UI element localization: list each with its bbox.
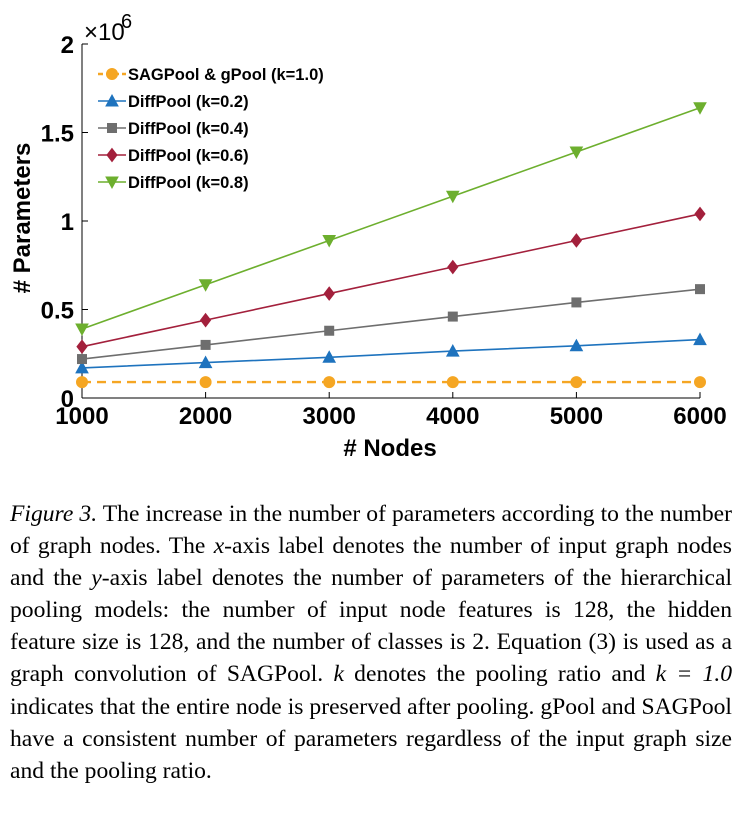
data-point xyxy=(75,360,89,374)
data-point xyxy=(570,376,583,389)
data-point xyxy=(445,344,460,357)
figure-caption: Figure 3. The increase in the number of … xyxy=(10,498,732,787)
data-point xyxy=(76,339,88,354)
y-tick-label: 1 xyxy=(61,209,74,236)
data-point xyxy=(198,355,213,369)
data-point xyxy=(322,234,337,248)
y-axis-label: # Parameters xyxy=(9,143,36,294)
x-tick-label: 3000 xyxy=(303,403,356,430)
data-point xyxy=(323,286,335,301)
data-point xyxy=(694,206,706,222)
caption-line-10: SAGPool. xyxy=(226,661,324,688)
caption-line-7: node features is 128, the hidden feature… xyxy=(10,597,732,656)
caption-line-1: The increase in the number of parameters… xyxy=(102,501,619,527)
data-point xyxy=(569,338,584,352)
y-tick-label: 0.5 xyxy=(41,298,74,325)
series-line xyxy=(81,213,701,348)
series-1 xyxy=(76,376,706,389)
legend-item: SAGPool & gPool (k=1.0) xyxy=(98,66,324,84)
data-point xyxy=(569,146,584,160)
x-axis-label: # Nodes xyxy=(343,435,436,462)
y-tick-label: 0 xyxy=(61,386,74,413)
data-point xyxy=(570,233,583,248)
data-point xyxy=(75,323,89,337)
series-3 xyxy=(77,284,705,365)
series-line xyxy=(81,338,701,369)
caption-line-13: the entire node is preserved after pooli… xyxy=(141,693,732,720)
data-point xyxy=(695,284,705,295)
caption-line-12: indicates that xyxy=(10,693,136,720)
data-point xyxy=(445,190,460,204)
legend-label: DiffPool (k=0.8) xyxy=(128,174,249,192)
caption-k-var: k xyxy=(333,661,344,688)
caption-k-eq: k = 1.0 xyxy=(655,661,733,688)
data-point xyxy=(693,102,707,115)
series-line xyxy=(81,106,701,330)
data-point xyxy=(76,376,88,389)
x-tick-label: 4000 xyxy=(426,403,479,430)
legend-item: DiffPool (k=0.2) xyxy=(98,93,249,111)
data-point xyxy=(447,259,459,275)
data-point xyxy=(105,176,119,190)
y-exponent-power: 6 xyxy=(121,11,132,33)
data-point xyxy=(198,279,213,292)
x-tick-label: 6000 xyxy=(673,403,726,430)
data-point xyxy=(324,325,335,336)
y-exponent-label: ×10 xyxy=(84,19,125,46)
caption-line-3: -axis label denotes the number xyxy=(224,533,522,560)
y-tick-label: 2 xyxy=(61,32,74,59)
caption-lead: Figure 3. xyxy=(10,501,98,527)
data-point xyxy=(199,312,212,328)
caption-line-6: parameters of the hierarchical pooling m… xyxy=(10,565,733,624)
series-2 xyxy=(75,332,707,374)
data-point xyxy=(200,339,211,350)
x-tick-label: 2000 xyxy=(179,403,232,430)
caption-y-var: y xyxy=(91,565,102,592)
caption-eq-ref[interactable]: 3 xyxy=(596,629,609,656)
legend-label: DiffPool (k=0.4) xyxy=(128,120,249,138)
caption-line-2: the number of graph nodes. The xyxy=(10,501,732,560)
y-tick-label: 1.5 xyxy=(41,121,74,148)
caption-line-9: ) is used as a graph convolution of xyxy=(10,629,732,688)
data-point xyxy=(446,376,459,389)
series-5 xyxy=(75,102,707,337)
caption-line-15: graph size and the pooling ratio. xyxy=(10,725,732,784)
legend-item: DiffPool (k=0.8) xyxy=(98,174,249,192)
legend-label: SAGPool & gPool (k=1.0) xyxy=(128,66,324,84)
caption-line-5: -axis label denotes the number of xyxy=(101,565,432,592)
caption-x-var: x xyxy=(213,533,225,560)
data-point xyxy=(323,376,336,389)
data-point xyxy=(77,354,87,365)
data-point xyxy=(322,350,337,363)
line-chart: 1000 2000 3000 4000 5000 6000 0 0.5 1 1.5 2 SAGPoo… xyxy=(9,11,727,462)
legend-item: DiffPool (k=0.6) xyxy=(98,147,249,165)
data-point xyxy=(447,311,458,322)
data-point xyxy=(106,68,118,80)
legend-label: DiffPool (k=0.2) xyxy=(128,93,249,111)
legend-label: DiffPool (k=0.6) xyxy=(128,147,249,165)
data-point xyxy=(694,376,706,389)
x-tick-label: 1000 xyxy=(55,403,108,430)
data-point xyxy=(199,376,212,389)
caption-line-14: have a consistent number of parameters r… xyxy=(10,725,625,752)
series-4 xyxy=(76,206,706,354)
x-tick-label: 5000 xyxy=(550,403,603,430)
caption-line-4: of input graph nodes and the xyxy=(10,533,732,592)
data-point xyxy=(105,93,119,107)
legend-item: DiffPool (k=0.4) xyxy=(98,120,249,138)
caption-line-8: of classes is 2. Equation ( xyxy=(351,629,597,656)
legend: SAGPool & gPool (k=1.0) DiffPool (k=0.2) D… xyxy=(98,66,324,192)
data-point xyxy=(107,123,117,133)
caption-line-11: denotes the pooling ratio and xyxy=(354,661,646,688)
data-point xyxy=(106,147,118,163)
data-point xyxy=(571,297,582,308)
series-line xyxy=(81,288,701,360)
data-point xyxy=(693,332,707,346)
axes: 1000 2000 3000 4000 5000 6000 0 0.5 1 1.5 2 xyxy=(41,32,727,430)
series-group xyxy=(75,102,707,389)
